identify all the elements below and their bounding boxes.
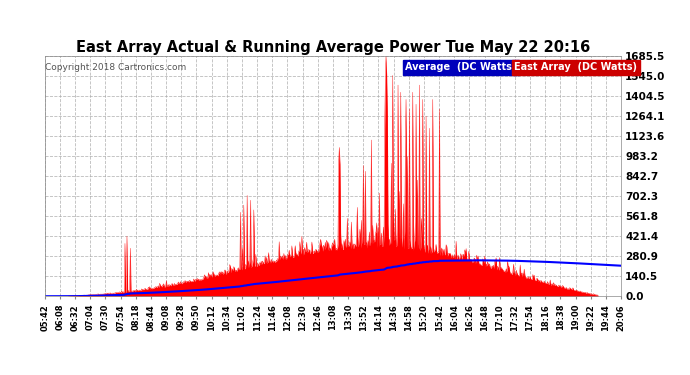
- Text: Copyright 2018 Cartronics.com: Copyright 2018 Cartronics.com: [46, 63, 187, 72]
- Text: East Array  (DC Watts): East Array (DC Watts): [515, 62, 638, 72]
- Text: Average  (DC Watts): Average (DC Watts): [405, 62, 516, 72]
- Title: East Array Actual & Running Average Power Tue May 22 20:16: East Array Actual & Running Average Powe…: [76, 40, 590, 55]
